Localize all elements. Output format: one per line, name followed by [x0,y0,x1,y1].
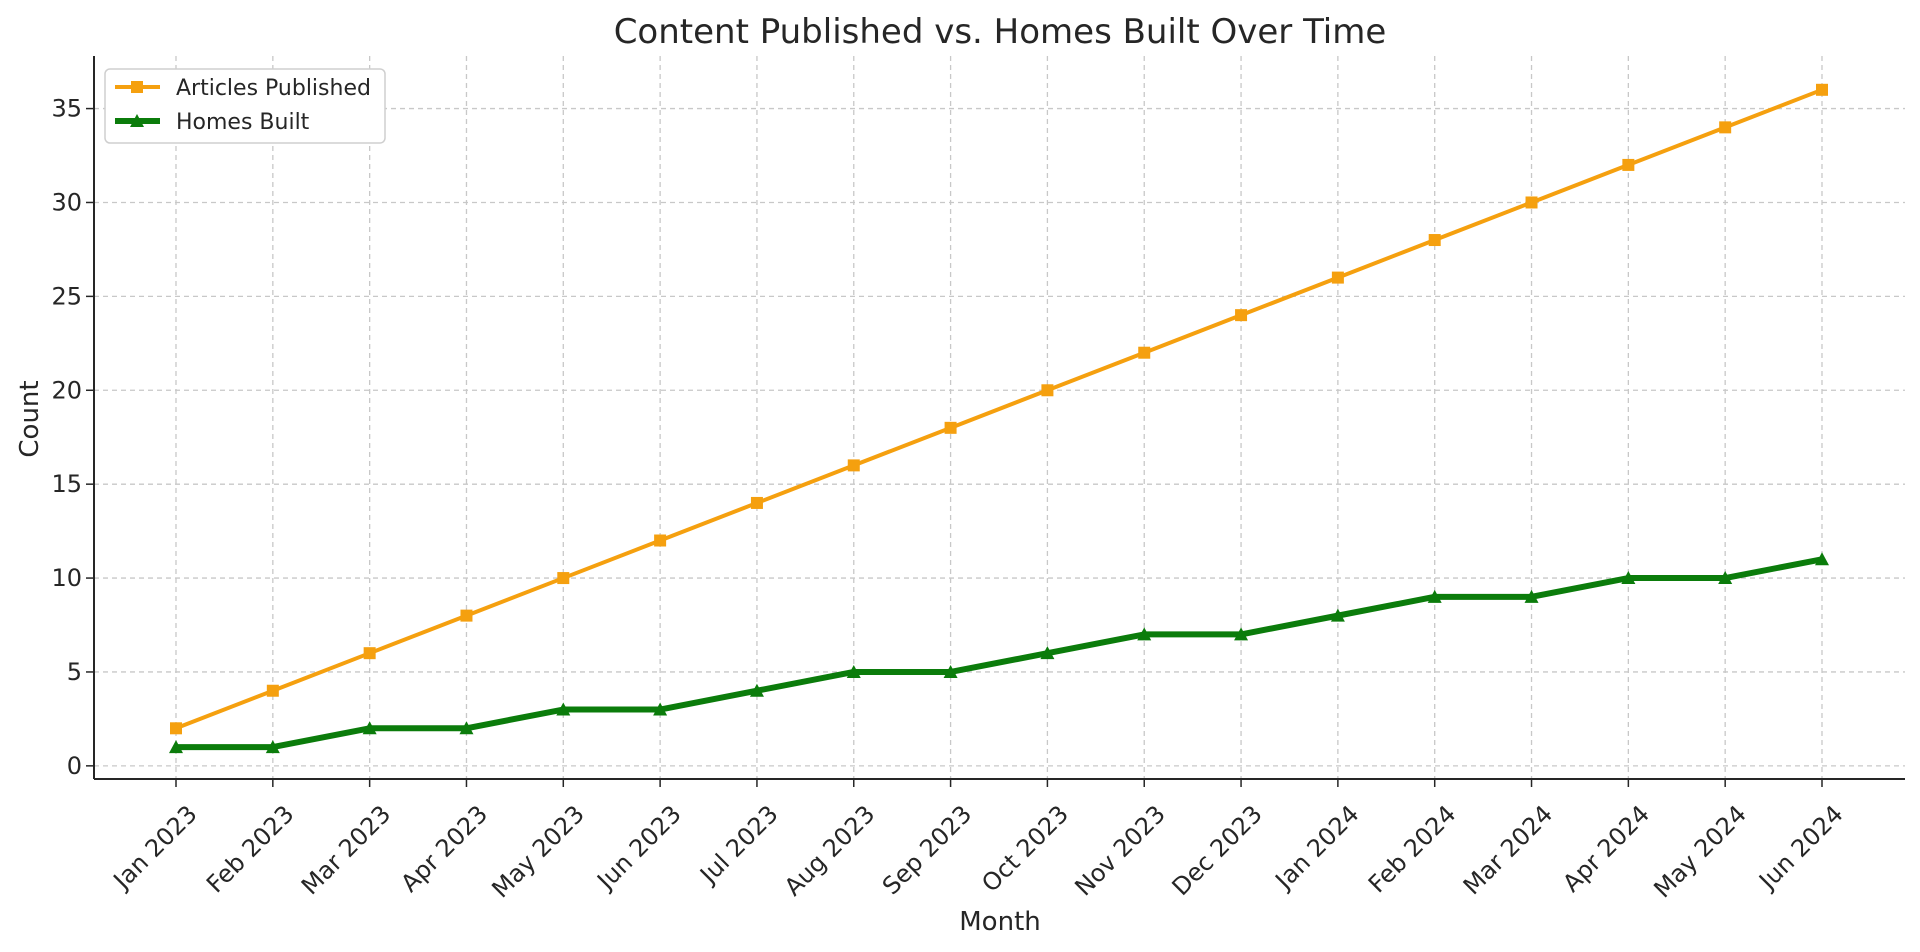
homes-built-point [1427,589,1442,603]
y-tick-label: 15 [51,470,82,498]
legend-label: Articles Published [176,76,371,101]
x-tick-label: Jan 2024 [1269,800,1365,896]
articles-published-point [1525,196,1538,209]
legend-item-homes-built: Homes Built [115,110,310,135]
articles-published-point [1138,346,1151,359]
y-tick-label: 20 [51,376,82,404]
homes-built-point [1234,627,1249,641]
homes-built-point [749,683,764,697]
articles-published-point [1041,384,1054,397]
homes-built-line [173,556,1825,751]
legend-label: Homes Built [176,110,310,135]
articles-published-point [170,722,182,735]
homes-built-point [362,721,377,735]
x-tick-label: Jan 2023 [107,800,203,896]
articles-published-point [363,647,376,660]
x-tick-label: May 2023 [487,800,590,903]
articles-published-point [1622,158,1635,171]
y-tick-label: 5 [67,658,82,686]
x-tick-label: Feb 2023 [201,800,299,898]
x-tick-label: Mar 2023 [296,800,396,900]
articles-published-point [750,496,763,509]
x-tick-label: Apr 2023 [395,800,493,898]
homes-built-point [1040,646,1055,660]
x-tick-label: Aug 2023 [779,800,881,902]
articles-published-point [557,572,570,585]
homes-built-point [1718,571,1733,585]
homes-built-point [1815,552,1829,566]
homes-built-point [1137,627,1152,641]
articles-published-point [847,459,860,472]
x-tick-label: Sep 2023 [877,800,977,900]
articles-published-point [1235,309,1248,322]
y-tick-label: 30 [51,188,82,216]
x-tick-label: Jul 2023 [693,800,783,890]
x-tick-label: Oct 2023 [976,800,1074,898]
articles-published-point [944,421,957,434]
homes-built-point [1330,608,1345,622]
homes-built-point [653,702,668,716]
x-tick-label: May 2024 [1648,800,1751,903]
articles-published-point [460,609,473,622]
y-axis-label: Count [15,380,45,457]
legend-square-marker [131,81,143,93]
y-tick-label: 35 [51,95,82,123]
homes-built-point [943,664,958,678]
y-tick-label: 0 [67,752,82,780]
homes-built-point [265,740,280,754]
axes [86,56,1905,787]
x-tick-label: Dec 2023 [1167,800,1268,901]
homes-built-point [459,721,474,735]
legend: Articles Published Homes Built [104,68,386,144]
grid-lines [94,56,1905,779]
y-tick-label: 10 [51,564,82,592]
homes-built-point [1524,589,1539,603]
articles-published-point [1428,234,1441,247]
homes-built-point [1621,571,1636,585]
articles-published-point [1719,121,1732,134]
legend-item-articles-published: Articles Published [115,76,371,101]
x-tick-label: Apr 2024 [1557,800,1655,898]
articles-published-point [1816,83,1828,96]
articles-published-point [266,684,279,697]
articles-published-point [654,534,667,547]
articles-published-line [174,87,1824,731]
x-tick-label: Jun 2023 [590,800,686,896]
x-tick-label: Jun 2024 [1752,800,1848,896]
series-layer [169,83,1829,754]
articles-published-point [1331,271,1344,284]
x-axis-label: Month [959,907,1041,937]
homes-built-point [846,664,861,678]
x-tick-label: Nov 2023 [1069,800,1171,902]
x-tick-label: Mar 2024 [1458,800,1558,900]
homes-built-point [169,740,183,754]
y-tick-label: 25 [51,282,82,310]
homes-built-point [556,702,571,716]
x-tick-label: Feb 2024 [1363,800,1461,898]
legend-box [104,68,386,144]
legend-triangle-marker [130,114,144,127]
chart-title: Content Published vs. Homes Built Over T… [614,12,1387,52]
